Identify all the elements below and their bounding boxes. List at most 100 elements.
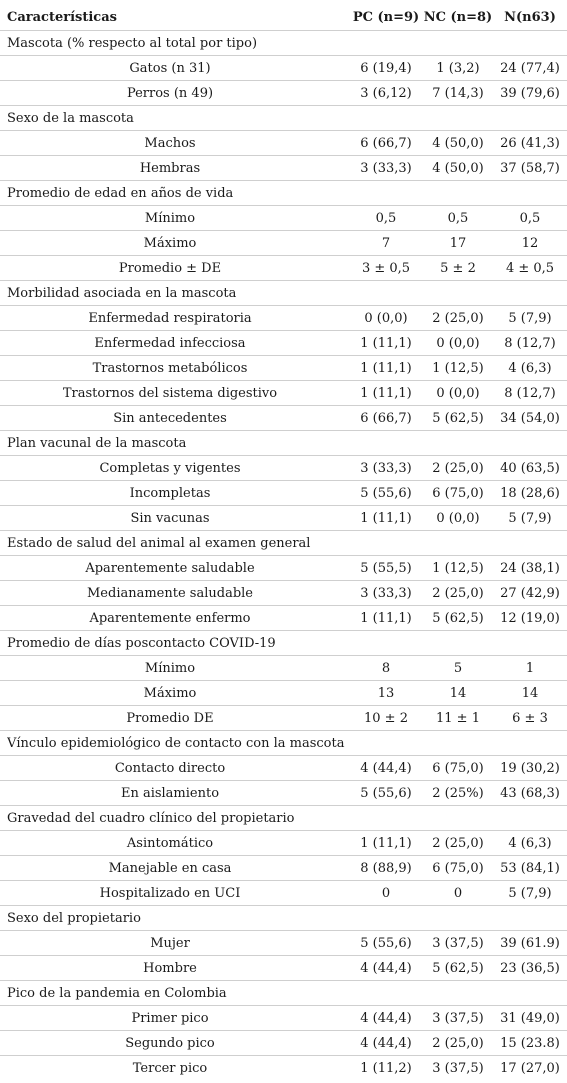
- item-label: Asintomático: [126, 836, 214, 851]
- table-row: Trastornos del sistema digestivo 1 (11,1)…: [0, 380, 567, 405]
- table-row: Gatos (n 31) 6 (19,4) 1 (3,2) 24 (77,4): [0, 55, 567, 80]
- value-n: 40 (63,5): [500, 461, 560, 476]
- value-pc: 5 (55,6): [360, 786, 412, 801]
- table-row: Aparentemente enfermo 1 (11,1) 5 (62,5) 12 …: [0, 605, 567, 630]
- category-label: Estado de salud del animal al examen gen…: [7, 536, 311, 551]
- value-nc: 4 (50,0): [432, 136, 484, 151]
- value-nc: 7 (14,3): [432, 86, 484, 101]
- value-pc: 13: [377, 686, 395, 701]
- item-label: Hospitalizado en UCI: [99, 886, 241, 901]
- table-header-row: Características PC (n=9) NC (n=8) N(n63): [0, 5, 567, 30]
- value-n: 1: [525, 661, 535, 676]
- category-row: Vínculo epidemiológico de contacto con l…: [0, 730, 567, 755]
- value-nc: 0 (0,0): [436, 511, 480, 526]
- table-row: Incompletas 5 (55,6) 6 (75,0) 18 (28,6): [0, 480, 567, 505]
- value-pc: 7: [381, 236, 391, 251]
- table-row: Manejable en casa 8 (88,9) 6 (75,0) 53 (84,…: [0, 855, 567, 880]
- item-label: Segundo pico: [125, 1036, 215, 1051]
- value-nc: 3 (37,5): [432, 936, 484, 951]
- category-label: Promedio de días poscontacto COVID-19: [7, 636, 276, 651]
- value-nc: 5 (62,5): [432, 611, 484, 626]
- value-pc: 3 (33,3): [360, 461, 412, 476]
- value-n: 12: [521, 236, 539, 251]
- value-n: 18 (28,6): [500, 486, 560, 501]
- value-pc: 4 (44,4): [360, 1036, 412, 1051]
- item-label: Completas y vigentes: [99, 461, 241, 476]
- category-row: Mascota (% respecto al total por tipo): [0, 30, 567, 55]
- category-label: Sexo de la mascota: [7, 111, 134, 126]
- value-n: 6 ± 3: [512, 711, 548, 726]
- table-row: Completas y vigentes 3 (33,3) 2 (25,0) 40 (…: [0, 455, 567, 480]
- value-n: 53 (84,1): [500, 861, 560, 876]
- value-pc: 3 (33,3): [360, 161, 412, 176]
- value-pc: 1 (11,1): [360, 611, 412, 626]
- value-nc: 3 (37,5): [432, 1061, 484, 1076]
- table-row: Medianamente saludable 3 (33,3) 2 (25,0) 27…: [0, 580, 567, 605]
- value-nc: 0 (0,0): [436, 336, 480, 351]
- value-nc: 2 (25,0): [432, 836, 484, 851]
- value-pc: 10 ± 2: [364, 711, 408, 726]
- header-n: N(n63): [504, 10, 556, 25]
- category-row: Promedio de días poscontacto COVID-19: [0, 630, 567, 655]
- item-label: Contacto directo: [114, 761, 226, 776]
- category-label: Promedio de edad en años de vida: [7, 186, 234, 201]
- value-n: 5 (7,9): [508, 311, 552, 326]
- value-nc: 3 (37,5): [432, 1011, 484, 1026]
- table-row: Machos 6 (66,7) 4 (50,0) 26 (41,3): [0, 130, 567, 155]
- value-n: 15 (23.8): [500, 1036, 560, 1051]
- value-pc: 8 (88,9): [360, 861, 412, 876]
- table-row: Perros (n 49) 3 (6,12) 7 (14,3) 39 (79,6): [0, 80, 567, 105]
- value-nc: 6 (75,0): [432, 761, 484, 776]
- category-label: Vínculo epidemiológico de contacto con l…: [7, 736, 345, 751]
- table-row: Mínimo 8 5 1: [0, 655, 567, 680]
- category-label: Gravedad del cuadro clínico del propieta…: [7, 811, 295, 826]
- value-nc: 5 (62,5): [432, 961, 484, 976]
- category-row: Estado de salud del animal al examen gen…: [0, 530, 567, 555]
- value-n: 4 (6,3): [508, 361, 552, 376]
- item-label: Enfermedad infecciosa: [94, 336, 246, 351]
- value-nc: 1 (12,5): [432, 561, 484, 576]
- table-row: Mujer 5 (55,6) 3 (37,5) 39 (61.9): [0, 930, 567, 955]
- value-nc: 2 (25,0): [432, 1036, 484, 1051]
- item-label: Enfermedad respiratoria: [88, 311, 252, 326]
- value-nc: 1 (3,2): [436, 61, 480, 76]
- item-label: Promedio ± DE: [118, 261, 222, 276]
- table-row: Hombre 4 (44,4) 5 (62,5) 23 (36,5): [0, 955, 567, 980]
- value-nc: 17: [449, 236, 467, 251]
- value-pc: 1 (11,2): [360, 1061, 412, 1076]
- value-nc: 2 (25,0): [432, 311, 484, 326]
- item-label: Aparentemente enfermo: [89, 611, 251, 626]
- table-row: Enfermedad respiratoria 0 (0,0) 2 (25,0) 5 …: [0, 305, 567, 330]
- value-pc: 1 (11,1): [360, 386, 412, 401]
- table-row: Mínimo 0,5 0,5 0,5: [0, 205, 567, 230]
- value-pc: 3 ± 0,5: [361, 261, 411, 276]
- item-label: Máximo: [143, 236, 197, 251]
- category-row: Pico de la pandemia en Colombia: [0, 980, 567, 1005]
- category-row: Promedio de edad en años de vida: [0, 180, 567, 205]
- table-row: Sin vacunas 1 (11,1) 0 (0,0) 5 (7,9): [0, 505, 567, 530]
- value-pc: 1 (11,1): [360, 336, 412, 351]
- value-n: 8 (12,7): [504, 336, 556, 351]
- value-nc: 2 (25,0): [432, 586, 484, 601]
- item-label: En aislamiento: [120, 786, 220, 801]
- item-label: Perros (n 49): [126, 86, 214, 101]
- table-row: Asintomático 1 (11,1) 2 (25,0) 4 (6,3): [0, 830, 567, 855]
- item-label: Manejable en casa: [108, 861, 232, 876]
- table-row: Enfermedad infecciosa 1 (11,1) 0 (0,0) 8 (1…: [0, 330, 567, 355]
- value-pc: 1 (11,1): [360, 836, 412, 851]
- value-nc: 2 (25%): [432, 786, 484, 801]
- value-pc: 1 (11,1): [360, 511, 412, 526]
- value-pc: 1 (11,1): [360, 361, 412, 376]
- value-pc: 4 (44,4): [360, 1011, 412, 1026]
- value-nc: 5: [453, 661, 463, 676]
- value-n: 27 (42,9): [500, 586, 560, 601]
- value-nc: 0,5: [447, 211, 469, 226]
- value-n: 19 (30,2): [500, 761, 560, 776]
- item-label: Medianamente saludable: [87, 586, 253, 601]
- category-row: Sexo de la mascota: [0, 105, 567, 130]
- value-pc: 6 (66,7): [360, 136, 412, 151]
- category-label: Morbilidad asociada en la mascota: [7, 286, 237, 301]
- item-label: Sin vacunas: [130, 511, 210, 526]
- value-nc: 6 (75,0): [432, 486, 484, 501]
- value-pc: 3 (33,3): [360, 586, 412, 601]
